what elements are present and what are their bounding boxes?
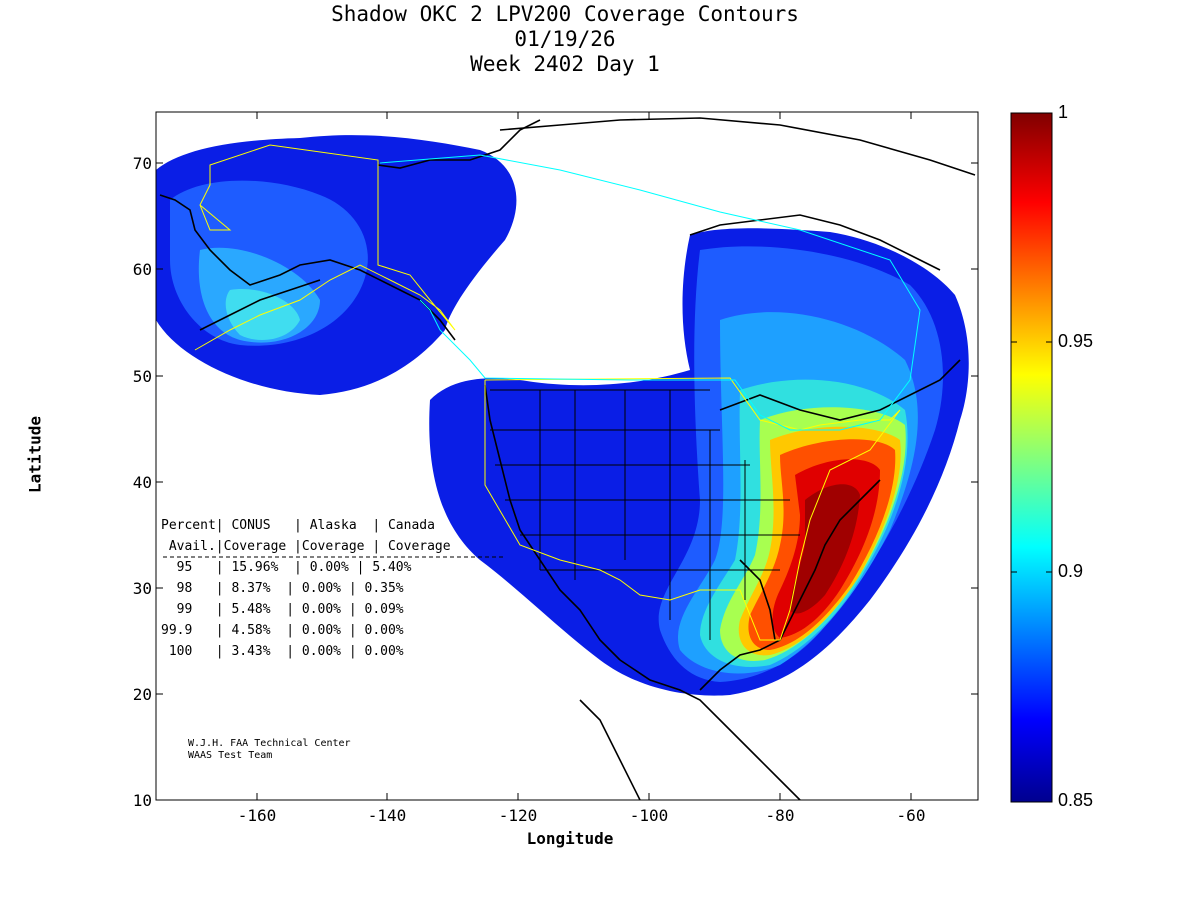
stats-row: 98 | 8.37% | 0.00% | 0.35% [161,581,404,596]
x-tick-marks [256,112,912,800]
x-tick-label: -60 [896,806,926,825]
plot-frame [155,111,979,801]
y-tick-marks [156,162,978,695]
credit-line-2: WAAS Test Team [188,750,273,761]
stats-row: 100 | 3.43% | 0.00% | 0.00% [161,644,404,659]
x-tick-label: -100 [629,806,669,825]
coastlines [159,117,976,800]
x-axis-label: Longitude [526,829,614,848]
x-tick-label: -80 [765,806,795,825]
x-tick-label: -160 [237,806,277,825]
colorbar-label: 0.95 [1058,331,1094,351]
colorbar-ticks [1011,341,1052,573]
colorbar-label: 0.9 [1058,561,1084,581]
y-tick-label: 50 [132,367,152,386]
y-tick-label: 20 [132,685,152,704]
canada-service-boundary [379,154,921,431]
y-tick-label: 30 [132,579,152,598]
x-tick-label: -120 [498,806,538,825]
chart-title-week: Week 2402 Day 1 [470,52,660,76]
chart-title-line1: Shadow OKC 2 LPV200 Coverage Contours [331,2,799,26]
state-borders [490,389,800,640]
chart-title-date: 01/19/26 [514,27,616,51]
stats-row: 99.9 | 4.58% | 0.00% | 0.00% [161,623,404,638]
stats-header-1: Percent| CONUS | Alaska | Canada [161,518,435,533]
y-tick-label: 60 [132,260,152,279]
colorbar-label-max: 1 [1058,102,1069,122]
y-tick-label: 70 [132,154,152,173]
colorbar [1010,112,1053,803]
credit-line-1: W.J.H. FAA Technical Center [188,738,351,749]
alaska-service-boundary [194,144,456,351]
stats-header-2: Avail.|Coverage |Coverage | Coverage [161,539,451,554]
y-axis-label: Latitude [25,415,45,494]
colorbar-label-min: 0.85 [1058,790,1094,810]
y-tick-label: 10 [132,791,152,810]
stats-row: 95 | 15.96% | 0.00% | 5.40% [161,560,412,575]
x-tick-label: -140 [367,806,407,825]
stats-row: 99 | 5.48% | 0.00% | 0.09% [161,602,404,617]
conus-service-boundary [484,377,901,641]
y-tick-label: 40 [132,473,152,492]
